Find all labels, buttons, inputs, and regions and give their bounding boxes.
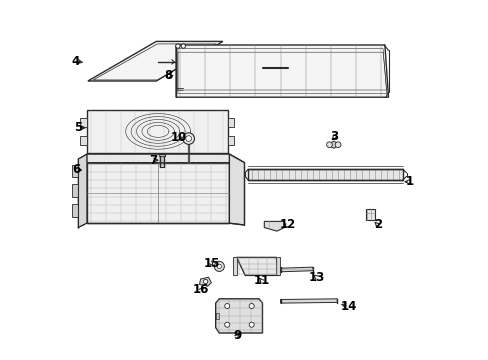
Text: 4: 4 <box>72 55 80 68</box>
Circle shape <box>224 322 229 327</box>
Polygon shape <box>78 154 87 228</box>
Polygon shape <box>88 41 223 81</box>
Text: 1: 1 <box>405 175 413 188</box>
Text: 2: 2 <box>373 219 381 231</box>
Text: 16: 16 <box>193 283 209 296</box>
Text: 6: 6 <box>72 163 80 176</box>
Polygon shape <box>176 45 387 97</box>
Text: 11: 11 <box>253 274 269 287</box>
Polygon shape <box>72 184 78 197</box>
Circle shape <box>249 322 254 327</box>
Polygon shape <box>247 169 402 180</box>
Circle shape <box>181 44 185 48</box>
Circle shape <box>183 133 194 144</box>
Circle shape <box>217 264 221 269</box>
Polygon shape <box>199 277 211 286</box>
Polygon shape <box>159 154 164 156</box>
Polygon shape <box>72 165 78 177</box>
Text: 12: 12 <box>279 219 295 231</box>
Polygon shape <box>72 204 78 217</box>
Circle shape <box>249 303 254 309</box>
Polygon shape <box>87 163 229 223</box>
Polygon shape <box>228 136 233 145</box>
Text: 14: 14 <box>340 300 356 313</box>
Polygon shape <box>264 221 285 231</box>
Polygon shape <box>80 136 87 145</box>
Polygon shape <box>326 141 340 148</box>
Text: 7: 7 <box>149 154 158 167</box>
Circle shape <box>326 142 332 148</box>
Polygon shape <box>87 154 244 163</box>
Polygon shape <box>366 209 374 220</box>
Polygon shape <box>276 257 279 275</box>
Text: 3: 3 <box>330 130 338 143</box>
Polygon shape <box>228 118 233 127</box>
Circle shape <box>214 261 224 271</box>
Polygon shape <box>280 267 312 272</box>
Text: 5: 5 <box>74 121 82 134</box>
Circle shape <box>175 44 180 48</box>
Circle shape <box>203 279 207 284</box>
Polygon shape <box>80 118 87 127</box>
Text: 9: 9 <box>233 329 241 342</box>
Text: 15: 15 <box>203 257 219 270</box>
Polygon shape <box>87 110 228 153</box>
Circle shape <box>185 136 191 141</box>
Circle shape <box>335 142 340 148</box>
Polygon shape <box>215 313 219 319</box>
Circle shape <box>224 303 229 309</box>
Polygon shape <box>229 154 244 225</box>
Polygon shape <box>280 299 337 303</box>
Polygon shape <box>236 257 279 275</box>
Text: 10: 10 <box>170 131 187 144</box>
Polygon shape <box>215 299 262 333</box>
Text: 13: 13 <box>308 271 324 284</box>
Text: 8: 8 <box>163 69 172 82</box>
Polygon shape <box>232 257 236 275</box>
